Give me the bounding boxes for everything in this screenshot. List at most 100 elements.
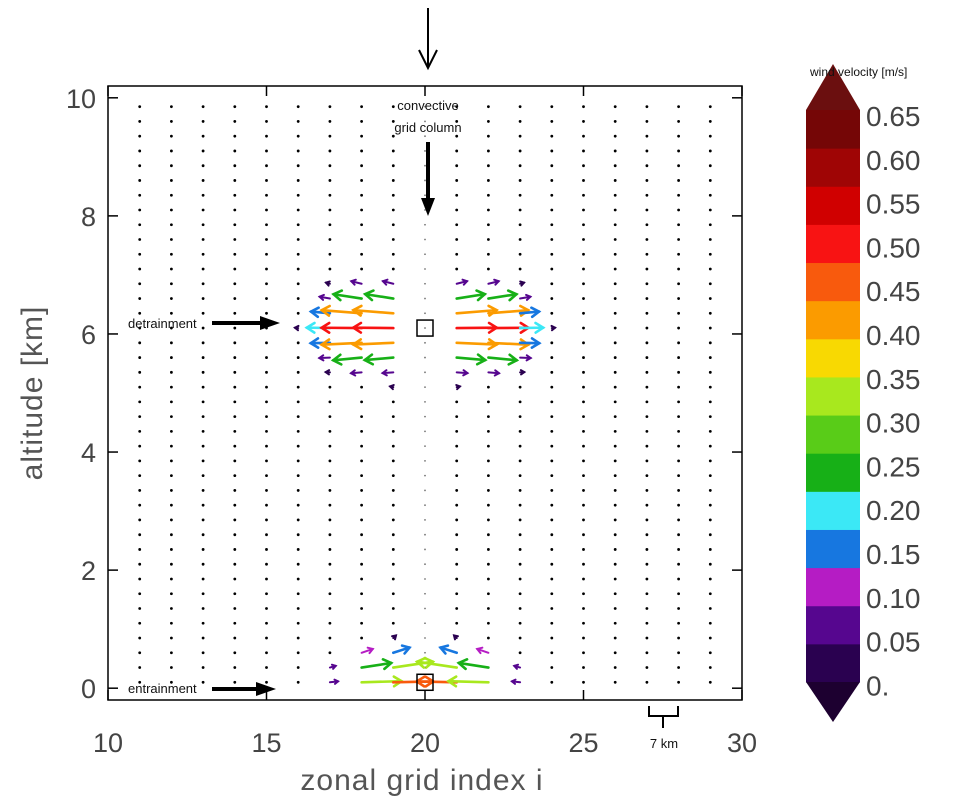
vector-arrowhead (487, 338, 500, 351)
vector-arrow (447, 679, 490, 684)
vector-arrow (677, 164, 680, 168)
colorbar-tick-label: 0.55 (866, 189, 921, 220)
vector-arrow (265, 105, 268, 109)
vector-arrow (170, 238, 173, 241)
vector-arrow (170, 592, 173, 596)
vector-arrow (296, 651, 300, 655)
vector-arrow (233, 429, 237, 433)
vector-arrow (708, 400, 712, 404)
vector-arrow (550, 385, 554, 389)
vector-arrow (677, 548, 680, 551)
vector-arrow (328, 503, 332, 507)
vector-arrow (360, 429, 363, 433)
vector-arrow (296, 607, 300, 610)
vector-arrow (645, 179, 649, 182)
vector-arrow (708, 666, 712, 669)
vector-arrow (550, 252, 554, 256)
vector-arrow (138, 134, 142, 138)
vector-arrow (391, 621, 395, 625)
vector-arrow (201, 607, 205, 610)
y-tick-label: 2 (81, 556, 96, 586)
vector-arrow (455, 489, 459, 492)
vector-arrow (487, 308, 530, 315)
vector-arrow (582, 297, 585, 300)
vector-arrow (550, 666, 554, 669)
vector-arrow (645, 651, 649, 655)
vector-arrow (265, 489, 268, 492)
vector-arrow (518, 310, 541, 315)
vector-arrow (138, 297, 142, 300)
vector-arrow (487, 223, 490, 227)
vector-arrow (170, 533, 173, 537)
vector-arrow (708, 297, 712, 300)
vector-arrow (138, 326, 142, 330)
vector-arrow (201, 356, 205, 359)
vector-arrow (233, 356, 237, 359)
vector-arrow (613, 370, 617, 374)
vector-arrow (138, 489, 142, 492)
vector-arrow (296, 533, 300, 537)
vector-arrow (360, 252, 363, 256)
vector-arrowhead (423, 656, 436, 669)
vector-arrow (424, 223, 426, 226)
vector-arrow (201, 370, 205, 374)
vector-arrow (582, 548, 585, 551)
vector-arrow (391, 607, 395, 610)
vector-arrow (582, 621, 585, 625)
vector-arrow (677, 400, 680, 404)
vector-arrow (391, 518, 395, 522)
vector-arrow (550, 179, 554, 182)
vector-arrow (328, 105, 332, 109)
vector-arrow (518, 518, 522, 522)
vector-arrow (518, 607, 522, 610)
vector-arrow (328, 193, 332, 197)
vector-arrow (708, 503, 712, 507)
vector-arrowhead (330, 353, 343, 366)
x-tick-label: 10 (93, 728, 123, 758)
vector-arrow (233, 105, 237, 109)
vector-arrow (613, 577, 617, 581)
vector-arrow (518, 415, 522, 419)
vector-arrow (138, 120, 142, 123)
vector-arrow (455, 518, 459, 522)
vector-arrow (677, 208, 680, 212)
vector-arrow (170, 518, 173, 522)
vector-arrow (296, 385, 300, 389)
vector-arrowhead (512, 663, 520, 670)
vector-arrow (360, 149, 363, 153)
colorbar-band (806, 376, 860, 416)
vector-arrow (708, 223, 712, 227)
vector-arrow (455, 164, 459, 168)
vector-arrow (708, 120, 712, 123)
vector-arrow (645, 621, 649, 625)
vector-arrow (613, 385, 617, 389)
vector-arrow (170, 489, 173, 492)
vector-arrow (170, 311, 173, 315)
vector-arrow (360, 120, 363, 123)
vector-arrow (708, 252, 712, 256)
vector-arrow (170, 444, 173, 448)
vector-arrow (645, 577, 649, 581)
vector-arrow (677, 120, 680, 123)
vector-arrow (677, 238, 680, 241)
vector-arrow (265, 208, 268, 212)
vector-arrow (170, 120, 173, 123)
vector-arrow (328, 252, 332, 256)
vector-arrow (328, 444, 332, 448)
vector-arrow (677, 666, 680, 669)
vector-arrow (138, 179, 142, 182)
vector-arrowhead (323, 369, 331, 376)
vector-arrow (550, 297, 554, 300)
vector-arrowhead (530, 306, 542, 319)
vector-arrow (201, 474, 205, 478)
vector-arrow (328, 429, 332, 433)
vector-arrow (265, 370, 268, 374)
vector-arrowhead (475, 646, 484, 655)
vector-arrow (138, 651, 142, 655)
vector-arrow (265, 548, 268, 551)
vector-arrow (233, 459, 237, 463)
vector-arrow (582, 252, 585, 256)
vector-arrow (265, 651, 268, 655)
vector-arrowhead (462, 369, 470, 377)
vector-arrow (328, 238, 332, 241)
